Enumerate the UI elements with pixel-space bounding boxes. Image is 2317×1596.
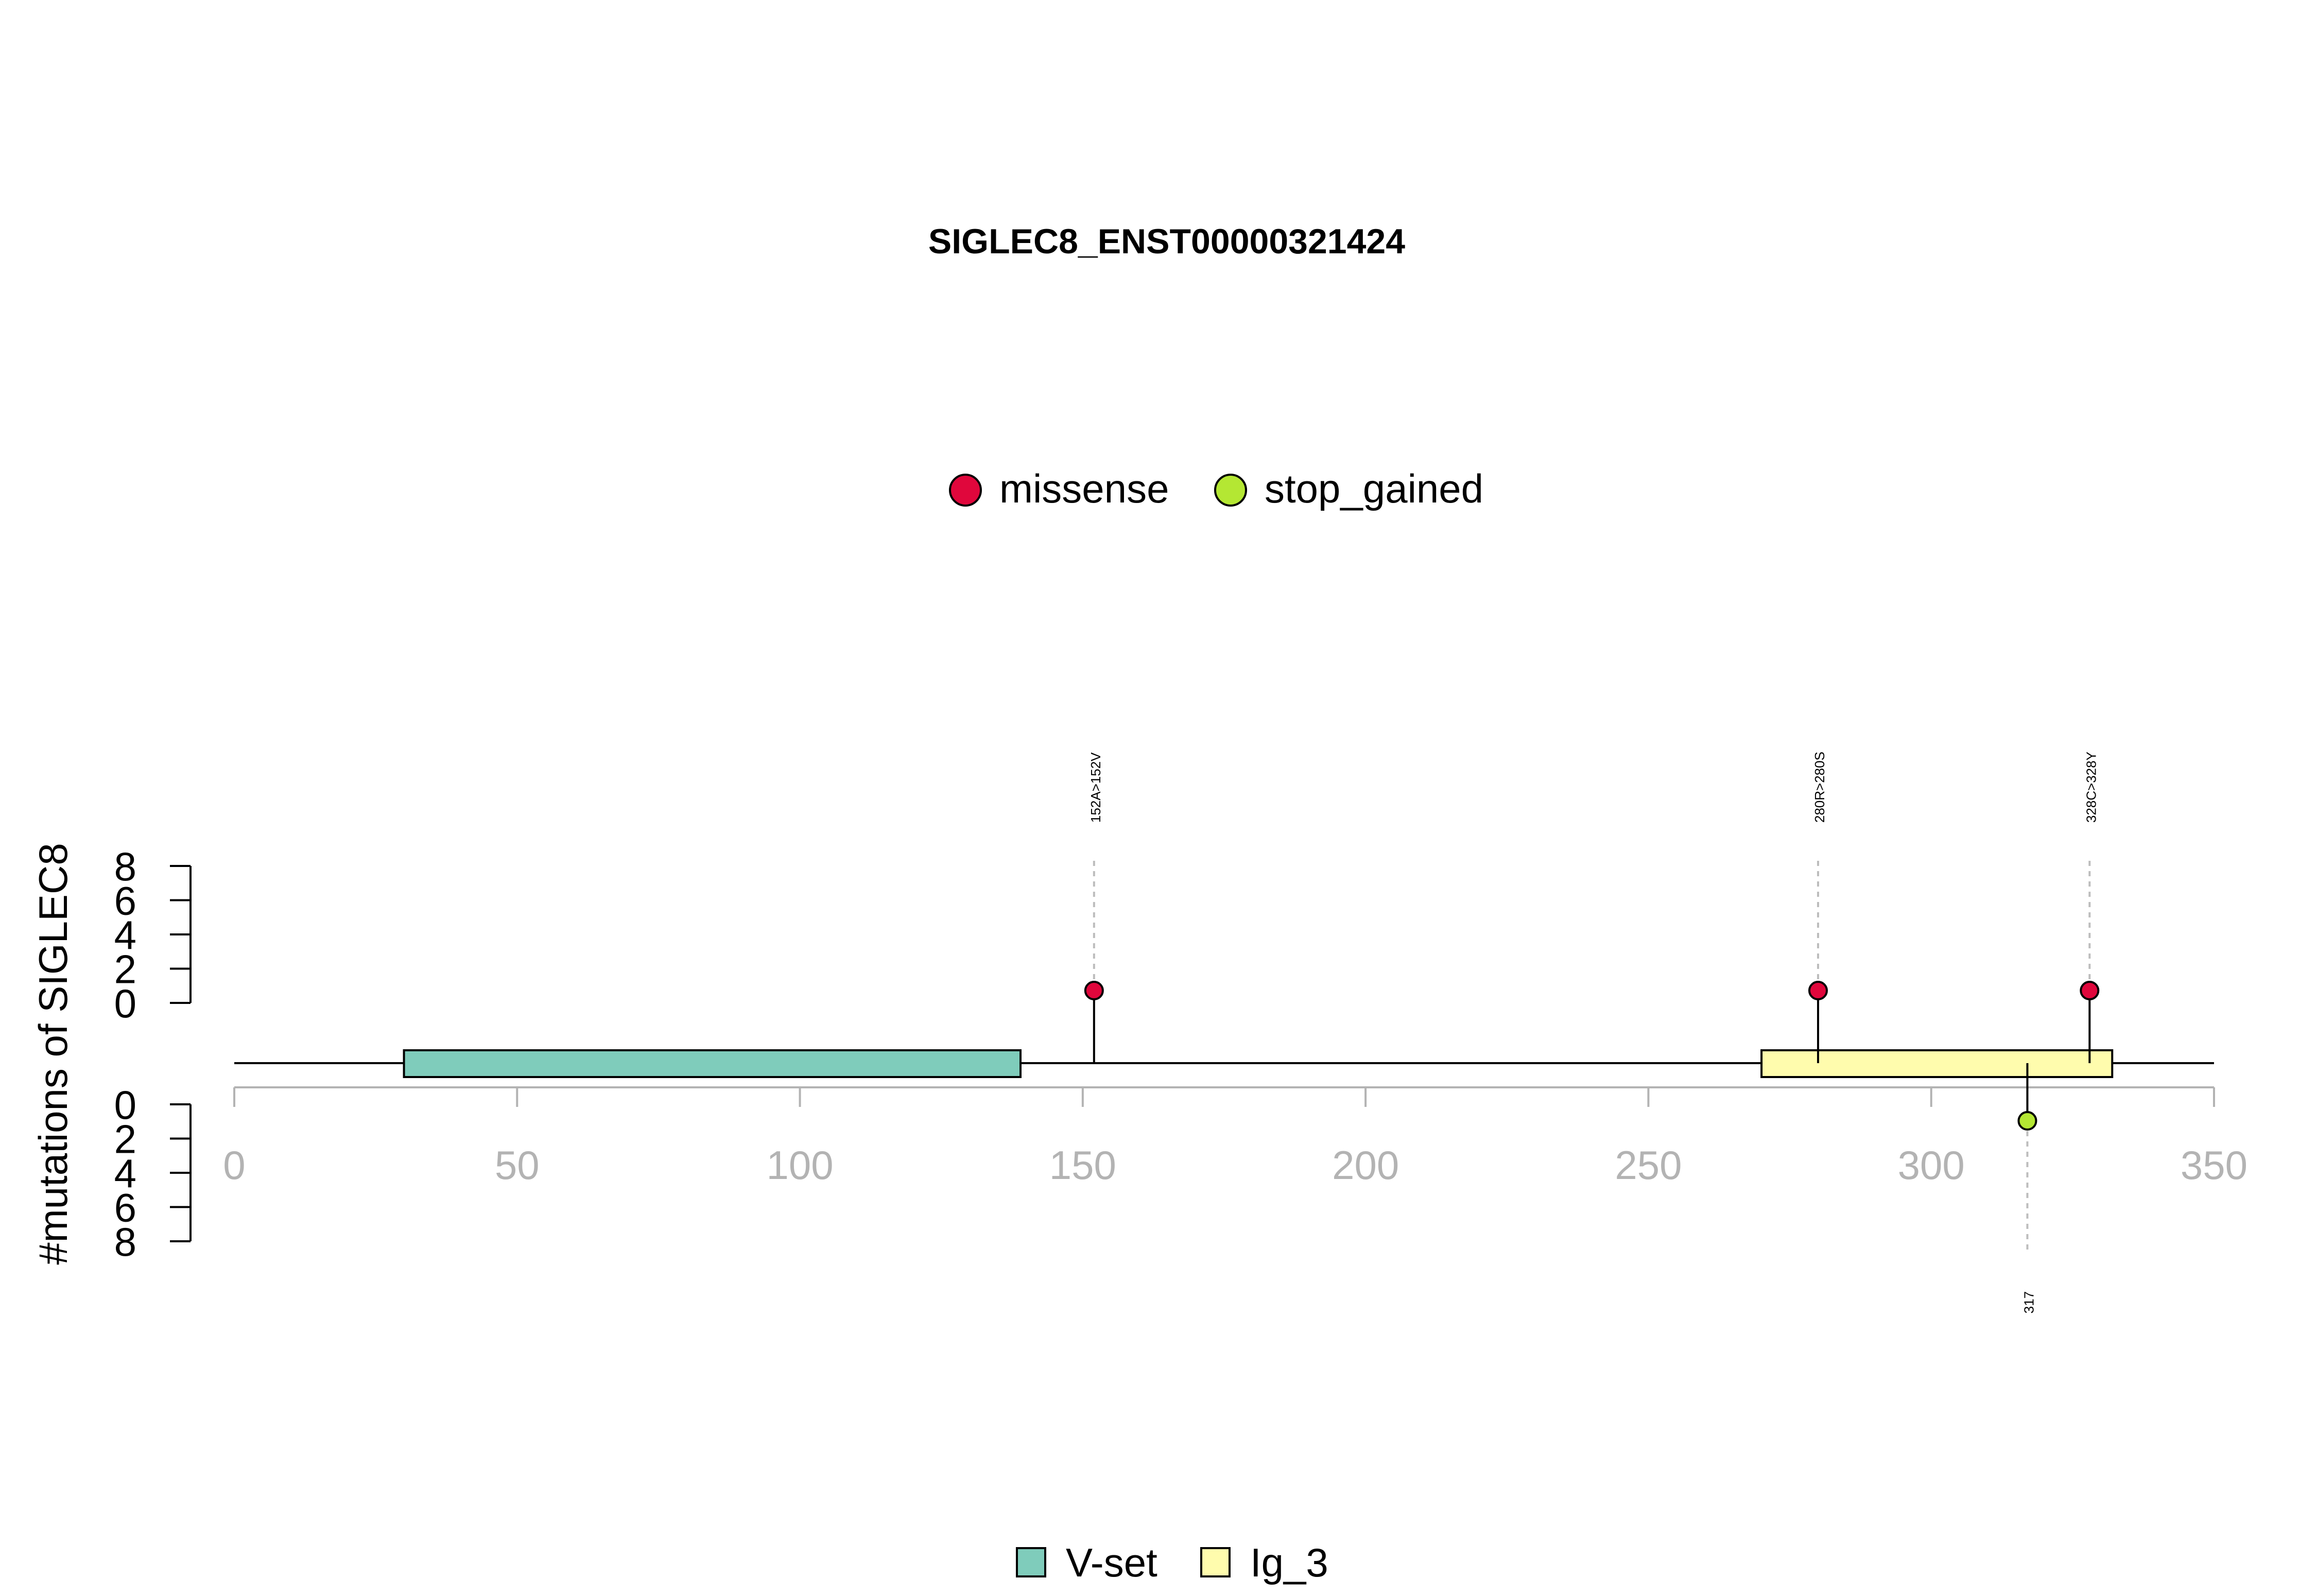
y-bottom-tick-label: 4 (114, 1151, 136, 1196)
x-tick-label: 0 (223, 1142, 245, 1188)
mutation-marker (1808, 981, 1828, 1000)
legend-marker-missense (949, 474, 982, 507)
y-top-tick-label: 4 (114, 912, 136, 958)
x-tick-label: 250 (1615, 1142, 1682, 1188)
x-tick-label: 350 (2181, 1142, 2247, 1188)
x-tick-label: 100 (767, 1142, 834, 1188)
chart-title: SIGLEC8_ENST00000321424 (928, 222, 1405, 261)
y-bottom-tick-label: 0 (114, 1082, 136, 1127)
legend-label-stop-gained: stop_gained (1265, 466, 1483, 511)
mutation-legend: missense stop_gained (949, 466, 1483, 511)
y-axis-label: #mutations of SIGLEC8 (30, 843, 76, 1264)
mutation-label: 328C>328Y (2083, 752, 2099, 823)
mutation-lollipops: 152A>152V 280R>280S 328C>328Y 317 (1084, 752, 2100, 1313)
y-top-tick-label: 2 (114, 947, 136, 992)
mutation-152: 152A>152V (1084, 752, 1104, 1063)
y-top-tick-label: 8 (114, 844, 136, 889)
legend-marker-stop-gained (1214, 474, 1247, 507)
mutation-label: 280R>280S (1812, 752, 1827, 823)
y-bottom-tick-label: 6 (114, 1185, 136, 1230)
mutation-marker (1084, 981, 1104, 1000)
y-bottom-tick-label: 2 (114, 1117, 136, 1162)
mutation-label: 152A>152V (1088, 752, 1103, 823)
x-tick-label: 300 (1898, 1142, 1965, 1188)
x-axis: 0 50 100 150 200 250 300 350 (223, 1086, 2247, 1188)
mutation-label: 317 (2021, 1291, 2036, 1313)
legend-label-missense: missense (999, 466, 1169, 511)
y-bottom-tick-label: 8 (114, 1219, 136, 1264)
mutation-280: 280R>280S (1808, 752, 1828, 1063)
mutation-marker (2017, 1111, 2037, 1131)
x-tick-label: 50 (495, 1142, 540, 1188)
legend-label-v-set: V-set (1066, 1540, 1157, 1585)
legend-swatch-ig-3 (1200, 1547, 1231, 1577)
domain-v-set (403, 1049, 1022, 1078)
protein-domains (403, 1049, 2114, 1078)
domain-legend: V-set Ig_3 (1016, 1540, 1328, 1585)
legend-swatch-v-set (1016, 1547, 1046, 1577)
legend-label-ig-3: Ig_3 (1250, 1540, 1328, 1585)
domain-ig-3 (1760, 1049, 2114, 1078)
x-tick-label: 150 (1049, 1142, 1116, 1188)
mutation-328: 328C>328Y (2080, 752, 2100, 1063)
x-tick-label: 200 (1332, 1142, 1399, 1188)
y-top-tick-label: 0 (114, 981, 136, 1026)
mutation-317: 317 (2017, 1063, 2037, 1313)
y-top-tick-label: 6 (114, 878, 136, 924)
x-axis-ticks: 0 50 100 150 200 250 300 350 (223, 1087, 2247, 1188)
mutation-marker (2080, 981, 2100, 1000)
